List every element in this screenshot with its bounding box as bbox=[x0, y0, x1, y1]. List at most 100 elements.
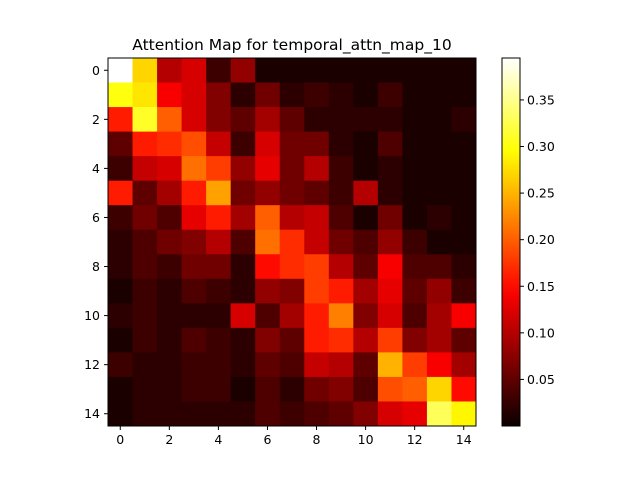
heatmap-cell-2-5 bbox=[230, 107, 256, 133]
heatmap-cell-11-4 bbox=[206, 327, 232, 353]
x-tick-label: 6 bbox=[263, 432, 271, 447]
heatmap-cell-3-14 bbox=[451, 131, 477, 157]
heatmap-cell-4-11 bbox=[377, 156, 403, 182]
heatmap-cell-5-9 bbox=[328, 180, 354, 206]
heatmap-cell-2-14 bbox=[451, 107, 477, 133]
heatmap-cell-1-13 bbox=[426, 82, 452, 108]
heatmap-cell-13-12 bbox=[402, 376, 428, 402]
heatmap-cell-1-6 bbox=[255, 82, 281, 108]
colorbar-tick-label: 0.15 bbox=[527, 279, 555, 294]
heatmap-cell-2-0 bbox=[108, 107, 134, 133]
heatmap-cell-0-8 bbox=[304, 58, 330, 84]
heatmap-cell-2-10 bbox=[353, 107, 379, 133]
heatmap-cell-4-4 bbox=[206, 156, 232, 182]
heatmap-cell-8-1 bbox=[132, 254, 158, 280]
heatmap-cell-14-4 bbox=[206, 401, 232, 427]
heatmap-cell-10-2 bbox=[157, 303, 183, 329]
heatmap-cell-2-9 bbox=[328, 107, 354, 133]
heatmap-cell-0-12 bbox=[402, 58, 428, 84]
heatmap-cell-14-6 bbox=[255, 401, 281, 427]
heatmap-cell-14-9 bbox=[328, 401, 354, 427]
heatmap-cell-7-12 bbox=[402, 229, 428, 255]
heatmap-cell-2-3 bbox=[181, 107, 207, 133]
x-tick-label: 4 bbox=[214, 432, 222, 447]
x-tick-label: 0 bbox=[116, 432, 124, 447]
heatmap-cell-7-6 bbox=[255, 229, 281, 255]
heatmap-cell-0-0 bbox=[108, 58, 134, 84]
heatmap-cell-11-7 bbox=[279, 327, 305, 353]
heatmap-cell-8-5 bbox=[230, 254, 256, 280]
heatmap-cell-8-0 bbox=[108, 254, 134, 280]
heatmap-cell-6-7 bbox=[279, 205, 305, 231]
heatmap-cell-10-0 bbox=[108, 303, 134, 329]
heatmap-cell-1-12 bbox=[402, 82, 428, 108]
y-tick-label: 8 bbox=[92, 259, 100, 274]
heatmap-cell-14-3 bbox=[181, 401, 207, 427]
heatmap-cell-6-1 bbox=[132, 205, 158, 231]
colorbar-tick-label: 0.20 bbox=[527, 232, 555, 247]
heatmap-cell-4-13 bbox=[426, 156, 452, 182]
heatmap-cell-12-1 bbox=[132, 352, 158, 378]
heatmap-cell-11-3 bbox=[181, 327, 207, 353]
heatmap-cell-2-7 bbox=[279, 107, 305, 133]
heatmap-cell-0-14 bbox=[451, 58, 477, 84]
heatmap-cell-12-0 bbox=[108, 352, 134, 378]
heatmap-cell-8-14 bbox=[451, 254, 477, 280]
heatmap-cell-2-12 bbox=[402, 107, 428, 133]
heatmap-cell-4-8 bbox=[304, 156, 330, 182]
heatmap-cell-6-0 bbox=[108, 205, 134, 231]
colorbar-tick-label: 0.30 bbox=[527, 139, 555, 154]
heatmap-cell-4-10 bbox=[353, 156, 379, 182]
heatmap-cell-13-7 bbox=[279, 376, 305, 402]
heatmap-cell-7-8 bbox=[304, 229, 330, 255]
heatmap-cell-8-13 bbox=[426, 254, 452, 280]
heatmap-cell-13-2 bbox=[157, 376, 183, 402]
heatmap-cell-11-6 bbox=[255, 327, 281, 353]
colorbar-axis: 0.05 0.10 0.15 0.20 0.25 0.30 0.35 bbox=[520, 92, 555, 387]
heatmap-cell-6-9 bbox=[328, 205, 354, 231]
heatmap-cell-3-2 bbox=[157, 131, 183, 157]
colorbar bbox=[501, 57, 521, 427]
heatmap-cell-11-9 bbox=[328, 327, 354, 353]
heatmap-cell-14-13 bbox=[426, 401, 452, 427]
heatmap-cell-9-4 bbox=[206, 278, 232, 304]
heatmap-cell-13-3 bbox=[181, 376, 207, 402]
heatmap-cell-5-8 bbox=[304, 180, 330, 206]
heatmap-cell-1-3 bbox=[181, 82, 207, 108]
heatmap-cell-4-5 bbox=[230, 156, 256, 182]
heatmap-cell-11-11 bbox=[377, 327, 403, 353]
heatmap-cell-10-13 bbox=[426, 303, 452, 329]
heatmap-cell-1-14 bbox=[451, 82, 477, 108]
heatmap-cell-12-9 bbox=[328, 352, 354, 378]
heatmap-cell-13-5 bbox=[230, 376, 256, 402]
heatmap-cell-5-11 bbox=[377, 180, 403, 206]
heatmap-cell-6-10 bbox=[353, 205, 379, 231]
heatmap-cell-0-10 bbox=[353, 58, 379, 84]
heatmap-cell-11-12 bbox=[402, 327, 428, 353]
heatmap-cell-3-8 bbox=[304, 131, 330, 157]
colorbar-tick-label: 0.10 bbox=[527, 325, 555, 340]
heatmap-cell-10-4 bbox=[206, 303, 232, 329]
heatmap-cell-13-8 bbox=[304, 376, 330, 402]
heatmap-cell-12-3 bbox=[181, 352, 207, 378]
heatmap-cell-10-7 bbox=[279, 303, 305, 329]
heatmap-cell-0-7 bbox=[279, 58, 305, 84]
y-tick-label: 0 bbox=[92, 63, 100, 78]
heatmap-cell-8-4 bbox=[206, 254, 232, 280]
heatmap-cell-1-7 bbox=[279, 82, 305, 108]
heatmap-cell-9-10 bbox=[353, 278, 379, 304]
heatmap-cell-4-9 bbox=[328, 156, 354, 182]
heatmap-cell-5-10 bbox=[353, 180, 379, 206]
heatmap-cell-5-7 bbox=[279, 180, 305, 206]
heatmap-cell-7-4 bbox=[206, 229, 232, 255]
heatmap-cell-4-7 bbox=[279, 156, 305, 182]
heatmap-cell-9-3 bbox=[181, 278, 207, 304]
heatmap-cell-10-9 bbox=[328, 303, 354, 329]
heatmap-cell-6-8 bbox=[304, 205, 330, 231]
heatmap-cell-0-6 bbox=[255, 58, 281, 84]
heatmap-cell-4-0 bbox=[108, 156, 134, 182]
heatmap-cell-13-10 bbox=[353, 376, 379, 402]
heatmap-cell-5-0 bbox=[108, 180, 134, 206]
heatmap-cell-9-1 bbox=[132, 278, 158, 304]
